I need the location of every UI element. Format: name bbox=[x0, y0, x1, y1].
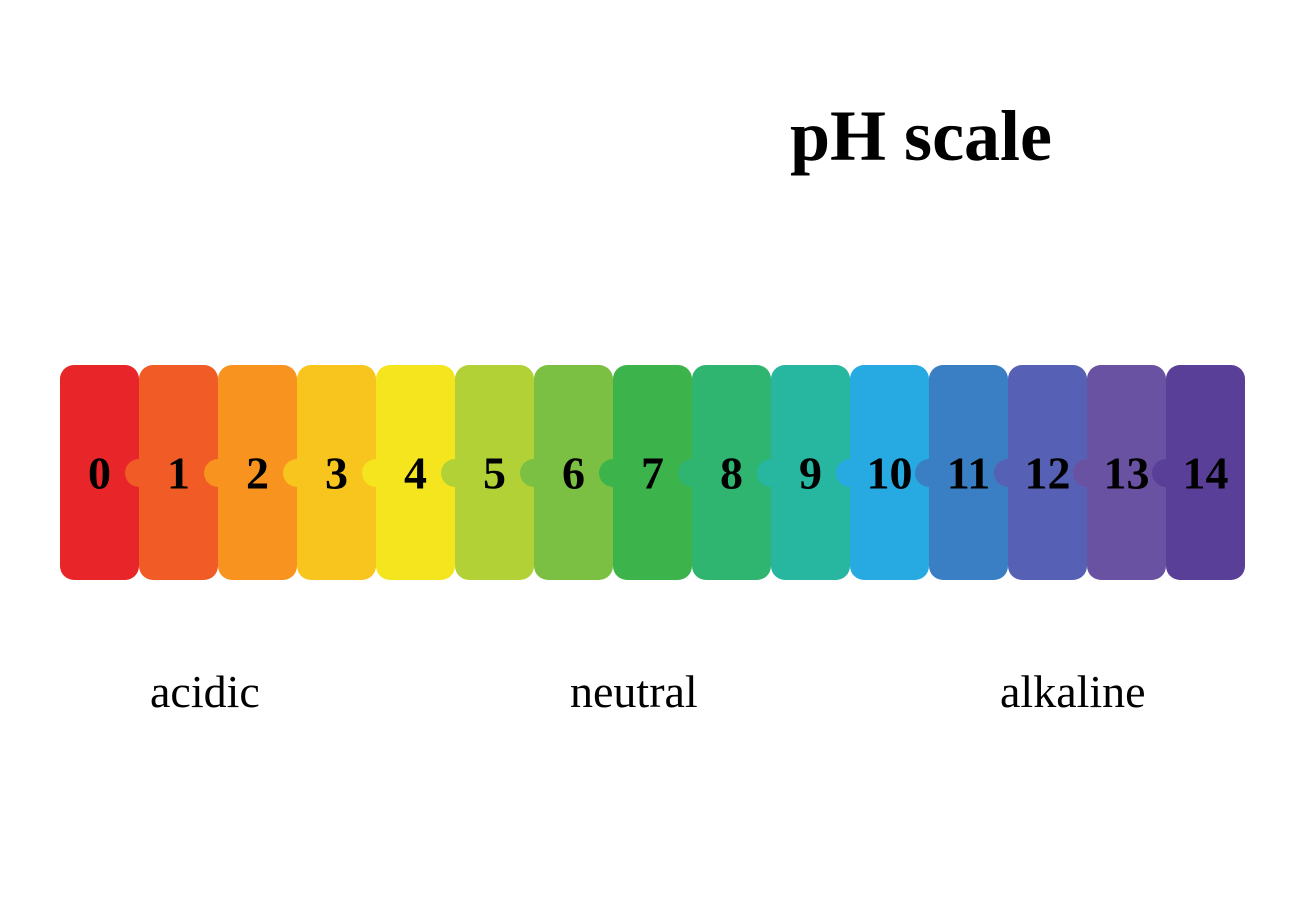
ph-segment-number: 14 bbox=[1183, 446, 1229, 499]
ph-segment-number: 10 bbox=[867, 446, 913, 499]
ph-segment-number: 7 bbox=[641, 446, 664, 499]
ph-segment-number: 9 bbox=[799, 446, 822, 499]
segment-tab-icon bbox=[599, 459, 627, 487]
ph-segment-number: 3 bbox=[325, 446, 348, 499]
ph-segment-number: 4 bbox=[404, 446, 427, 499]
ph-segment-number: 12 bbox=[1025, 446, 1071, 499]
segment-tab-icon bbox=[678, 459, 706, 487]
segment-tab-icon bbox=[204, 459, 232, 487]
ph-segment-number: 13 bbox=[1104, 446, 1150, 499]
segment-tab-icon bbox=[1073, 459, 1101, 487]
segment-tab-icon bbox=[915, 459, 943, 487]
ph-scale-title: pH scale bbox=[790, 95, 1052, 178]
ph-segment-number: 2 bbox=[246, 446, 269, 499]
segment-tab-icon bbox=[520, 459, 548, 487]
ph-segment-number: 6 bbox=[562, 446, 585, 499]
segment-tab-icon bbox=[441, 459, 469, 487]
segment-tab-icon bbox=[757, 459, 785, 487]
ph-segment-number: 11 bbox=[947, 446, 990, 499]
caption-acidic: acidic bbox=[150, 665, 260, 718]
ph-segment-number: 5 bbox=[483, 446, 506, 499]
ph-segment-number: 1 bbox=[167, 446, 190, 499]
ph-scale-strip: 01234567891011121314 bbox=[60, 365, 1245, 580]
segment-tab-icon bbox=[362, 459, 390, 487]
caption-alkaline: alkaline bbox=[1000, 665, 1146, 718]
segment-tab-icon bbox=[994, 459, 1022, 487]
ph-segment-number: 8 bbox=[720, 446, 743, 499]
ph-segment-number: 0 bbox=[88, 446, 111, 499]
ph-segment: 14 bbox=[1166, 365, 1245, 580]
segment-tab-icon bbox=[283, 459, 311, 487]
caption-neutral: neutral bbox=[570, 665, 698, 718]
segment-tab-icon bbox=[125, 459, 153, 487]
segment-tab-icon bbox=[836, 459, 864, 487]
segment-tab-icon bbox=[1152, 459, 1180, 487]
